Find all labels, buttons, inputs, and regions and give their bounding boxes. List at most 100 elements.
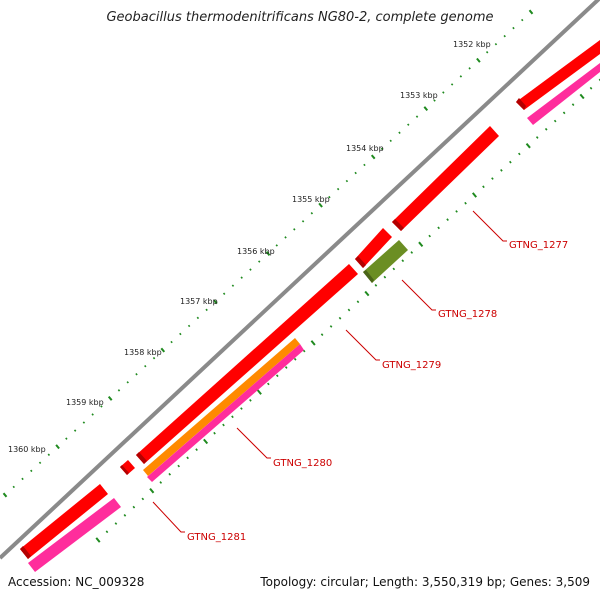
scale-dot	[491, 177, 494, 180]
leader-gtng-1281	[152, 501, 185, 533]
scale-dot	[205, 308, 208, 312]
gene-segment	[516, 40, 600, 110]
scale-dot	[503, 34, 506, 38]
gene-bottom-left-shade	[20, 546, 31, 559]
gene-gtng-1278[interactable]	[363, 240, 408, 283]
scale-dot	[433, 99, 436, 102]
gene-label-gtng-1280[interactable]: GTNG_1280	[273, 458, 332, 469]
feature-magenta	[527, 63, 600, 125]
gene-label-gtng-1279[interactable]: GTNG_1279	[382, 360, 441, 371]
scale-dot	[107, 395, 113, 401]
scale-dot	[12, 485, 15, 489]
gene-label-gtng-1277[interactable]: GTNG_1277	[509, 240, 568, 251]
scale-dot	[55, 444, 60, 450]
scale-dot	[152, 356, 156, 360]
scale-dot	[186, 456, 189, 460]
scale-dot	[328, 195, 331, 199]
scale-dot	[310, 340, 316, 346]
scale-dot	[160, 347, 166, 353]
tick-label: 1356 kbp	[237, 247, 275, 256]
scale-dot	[571, 103, 575, 106]
scale-dot	[512, 26, 515, 30]
gene-labels: GTNG_1277 GTNG_1278 GTNG_1279 GTNG_1280 …	[187, 240, 568, 543]
gene-gtng-1277-shade	[392, 219, 404, 231]
gene-gtng-1280[interactable]	[143, 338, 300, 476]
scale-dot	[100, 405, 103, 408]
scale-dot	[275, 374, 279, 378]
scale-dot	[320, 333, 324, 336]
gene-gtng-1279[interactable]	[355, 228, 392, 268]
tick-label: 1352 kbp	[453, 40, 491, 49]
scale-dot	[240, 407, 243, 410]
gene-bottom-left[interactable]	[20, 484, 108, 559]
scale-dot	[275, 244, 278, 247]
scale-dot	[562, 111, 566, 115]
scale-dot	[114, 522, 118, 525]
scale-dot	[2, 492, 8, 498]
scale-tick-labels: 1352 kbp 1353 kbp 1354 kbp 1355 kbp 1356…	[8, 40, 491, 454]
gene-label-gtng-1278[interactable]: GTNG_1278	[438, 309, 497, 320]
scale-dot	[95, 537, 101, 543]
inner-scale-dots	[95, 78, 600, 543]
scale-dot	[370, 154, 376, 160]
scale-dot	[117, 389, 121, 392]
scale-dot	[256, 389, 262, 395]
scale-dot	[455, 210, 458, 213]
scale-dot	[500, 169, 503, 172]
scale-dot	[310, 212, 314, 215]
gene-small-arrow-shade	[120, 465, 129, 475]
scale-dot	[126, 381, 129, 384]
scale-dot	[123, 514, 127, 517]
scale-dot	[144, 364, 147, 368]
leader-gtng-1279	[345, 329, 380, 361]
scale-dot	[47, 453, 51, 456]
scale-dot	[494, 42, 498, 46]
tick-label: 1357 kbp	[180, 297, 218, 306]
scale-dot	[418, 241, 424, 248]
scale-dot	[410, 251, 414, 254]
gene-long-red[interactable]	[136, 264, 358, 464]
scale-dot	[301, 220, 305, 223]
scale-dot	[195, 448, 198, 451]
tick-label: 1355 kbp	[292, 195, 330, 204]
gene-gtng-1279-shade	[355, 256, 366, 268]
scale-dot	[446, 218, 449, 221]
scale-dot	[553, 119, 557, 123]
scale-dot	[65, 437, 68, 440]
scale-dot	[249, 399, 252, 402]
genome-title: Geobacillus thermodenitrificans NG80-2, …	[106, 10, 494, 25]
scale-dot	[265, 251, 271, 256]
gene-label-leaders	[152, 210, 507, 533]
scale-dot	[336, 187, 340, 191]
outer-scale-dots	[2, 9, 534, 498]
scale-dot	[249, 268, 252, 271]
scale-dot	[450, 83, 454, 86]
scale-dot	[302, 349, 306, 353]
scale-dot	[293, 228, 296, 231]
scale-dot	[213, 299, 218, 305]
gene-gtng-1278-shade	[363, 270, 374, 283]
scale-dot	[30, 469, 33, 473]
scale-dot	[177, 464, 180, 468]
leader-gtng-1277	[472, 210, 507, 242]
accession-text: Accession: NC_009328	[8, 575, 145, 589]
scale-dot	[258, 260, 261, 263]
scale-dot	[464, 201, 467, 205]
gene-segment	[516, 98, 526, 110]
scale-dot	[471, 192, 478, 198]
topology-summary: Topology: circular; Length: 3,550,319 bp…	[260, 575, 590, 589]
scale-dot	[329, 325, 333, 328]
gene-label-gtng-1281[interactable]: GTNG_1281	[187, 532, 246, 543]
scale-dot	[525, 142, 531, 149]
scale-dot	[284, 236, 287, 239]
scale-dot	[82, 421, 86, 424]
scale-dot	[38, 461, 42, 465]
gene-gtng-1277[interactable]	[392, 126, 499, 231]
scale-dot	[509, 160, 512, 164]
scale-dot	[579, 93, 585, 100]
scale-dot	[354, 171, 357, 175]
scale-dot	[363, 163, 366, 167]
tick-label: 1359 kbp	[66, 398, 104, 407]
scale-dot	[222, 292, 226, 295]
